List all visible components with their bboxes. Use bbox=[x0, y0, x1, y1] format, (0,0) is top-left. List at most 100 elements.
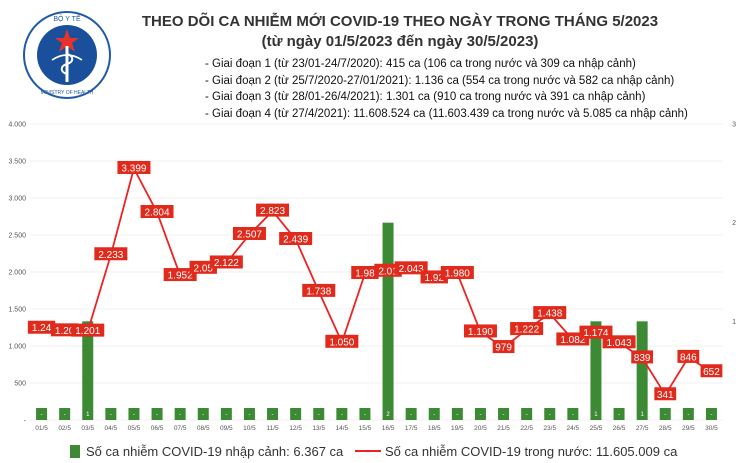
x-tick-label: 11/5 bbox=[266, 425, 279, 432]
y-tick-label: 2.500 bbox=[8, 233, 26, 240]
y-tick-label: 500 bbox=[14, 381, 26, 388]
x-axis-ticks: 01/5 02/5 03/5 04/5 05/5 06/5 07/5 08/5 09/5 10/5… bbox=[35, 425, 718, 432]
domestic-cases-line bbox=[41, 166, 712, 397]
line-data-label: 2.804 bbox=[140, 205, 174, 219]
import-bar bbox=[498, 408, 510, 420]
data-label-text: 1.952 bbox=[168, 271, 193, 282]
import-bar bbox=[682, 408, 694, 420]
bar-data-label: - bbox=[341, 412, 343, 418]
import-bar bbox=[705, 408, 717, 420]
line-swatch bbox=[355, 450, 381, 452]
line-data-label: 1.190 bbox=[463, 324, 497, 338]
phase-note: - Giai đoạn 1 (từ 23/01-24/7/2020): 415 … bbox=[205, 58, 636, 70]
bar-data-label: 1 bbox=[594, 412, 598, 418]
data-label-text: 1.050 bbox=[329, 337, 354, 348]
x-tick-label: 30/5 bbox=[705, 425, 718, 432]
y2-tick-label: 1 bbox=[732, 319, 736, 326]
x-tick-label: 21/5 bbox=[497, 425, 510, 432]
phase-note: - Giai đoạn 3 (từ 28/01-26/4/2021): 1.30… bbox=[205, 91, 646, 104]
data-label-box bbox=[351, 265, 379, 279]
x-tick-label: 24/5 bbox=[567, 425, 580, 432]
data-label-box bbox=[163, 268, 197, 282]
line-data-label: 979 bbox=[492, 340, 515, 354]
data-label-box bbox=[700, 364, 723, 378]
import-bar bbox=[174, 408, 186, 420]
line-data-label: 2.043 bbox=[394, 261, 428, 275]
data-label-text: 1.043 bbox=[607, 338, 632, 349]
bar-data-label: - bbox=[295, 412, 297, 418]
import-bar bbox=[151, 408, 163, 420]
line-data-label: 2.122 bbox=[209, 255, 243, 269]
line-data-label: 839 bbox=[631, 350, 654, 364]
data-label-text: 1.20 bbox=[55, 326, 75, 337]
import-bar bbox=[290, 408, 302, 420]
x-tick-label: 02/5 bbox=[58, 425, 71, 432]
x-tick-label: 18/5 bbox=[428, 425, 441, 432]
import-bar bbox=[567, 408, 579, 420]
bar-data-label: - bbox=[318, 412, 320, 418]
x-tick-label: 25/5 bbox=[590, 425, 603, 432]
bar-data-label: - bbox=[618, 412, 620, 418]
combo-chart: -5001.0001.5002.0002.5003.0003.5004.000 … bbox=[8, 122, 736, 433]
y-tick-label: - bbox=[24, 418, 27, 425]
x-tick-label: 13/5 bbox=[312, 425, 325, 432]
x-tick-label: 10/5 bbox=[243, 425, 256, 432]
import-bar bbox=[128, 408, 140, 420]
bar-data-label: - bbox=[248, 412, 250, 418]
import-bar bbox=[590, 321, 602, 420]
data-label-box bbox=[602, 335, 636, 349]
legend: Số ca nhiễm COVID-19 nhập cảnh: 6.367 ca… bbox=[0, 442, 740, 462]
bar-data-label: - bbox=[272, 412, 274, 418]
data-label-text: 2.804 bbox=[145, 208, 170, 219]
data-label-text: 2.439 bbox=[283, 235, 308, 246]
line-data-label: 1.952 bbox=[163, 268, 197, 282]
data-label-text: 2.043 bbox=[399, 264, 424, 275]
import-bar bbox=[59, 408, 71, 420]
line-data-label: 846 bbox=[677, 349, 700, 363]
import-bar bbox=[659, 408, 671, 420]
bar-data-label: - bbox=[433, 412, 435, 418]
data-label-box bbox=[279, 232, 313, 246]
bar-data-label: - bbox=[664, 412, 666, 418]
data-label-text: 1.438 bbox=[537, 309, 562, 320]
bar-data-label: - bbox=[225, 412, 227, 418]
bar-data-label: - bbox=[710, 412, 712, 418]
import-bar bbox=[474, 408, 486, 420]
import-bar bbox=[36, 408, 48, 420]
data-label-box bbox=[510, 322, 544, 336]
logo-top-text: BỘ Y TẾ bbox=[53, 13, 81, 23]
data-label-text: 1.98 bbox=[355, 268, 375, 279]
bar-data-label: - bbox=[549, 412, 551, 418]
data-label-text: 2.01 bbox=[378, 266, 398, 277]
data-label-box bbox=[256, 203, 290, 217]
import-bar bbox=[82, 321, 94, 420]
phase-note: - Giai đoạn 4 (từ 27/4/2021): 11.608.524… bbox=[205, 107, 688, 120]
import-bar bbox=[313, 408, 325, 420]
data-label-box bbox=[302, 283, 336, 297]
data-label-box bbox=[325, 334, 359, 348]
data-label-text: 1.738 bbox=[306, 286, 331, 297]
data-label-text: 2.823 bbox=[260, 206, 285, 217]
data-label-text: 1.24 bbox=[32, 323, 52, 334]
data-label-box bbox=[463, 324, 497, 338]
x-tick-label: 05/5 bbox=[128, 425, 141, 432]
import-bar bbox=[451, 408, 463, 420]
phase-note: - Giai đoạn 2 (từ 25/7/2020-27/01/2021):… bbox=[205, 74, 675, 87]
x-tick-label: 26/5 bbox=[613, 425, 626, 432]
bar-data-label: - bbox=[410, 412, 412, 418]
line-data-label: 1.738 bbox=[302, 283, 336, 297]
data-label-text: 2.122 bbox=[214, 258, 239, 269]
import-bar bbox=[636, 321, 648, 420]
right-axis-ticks: 1 2 3 bbox=[732, 122, 736, 326]
data-label-text: 1.201 bbox=[75, 326, 100, 337]
import-bar bbox=[359, 408, 371, 420]
data-label-box bbox=[117, 160, 151, 174]
data-label-box bbox=[209, 255, 243, 269]
data-label-box bbox=[94, 247, 128, 261]
bar-series: - - 1 - - - - - - - - - - - - 2 - - - - - - - - 1 - 1 - - - bbox=[36, 222, 717, 420]
data-label-text: 1.92 bbox=[425, 273, 445, 284]
data-label-box bbox=[232, 226, 266, 240]
x-tick-label: 07/5 bbox=[174, 425, 187, 432]
bar-data-label: 2 bbox=[386, 412, 390, 418]
data-label-box bbox=[533, 306, 567, 320]
